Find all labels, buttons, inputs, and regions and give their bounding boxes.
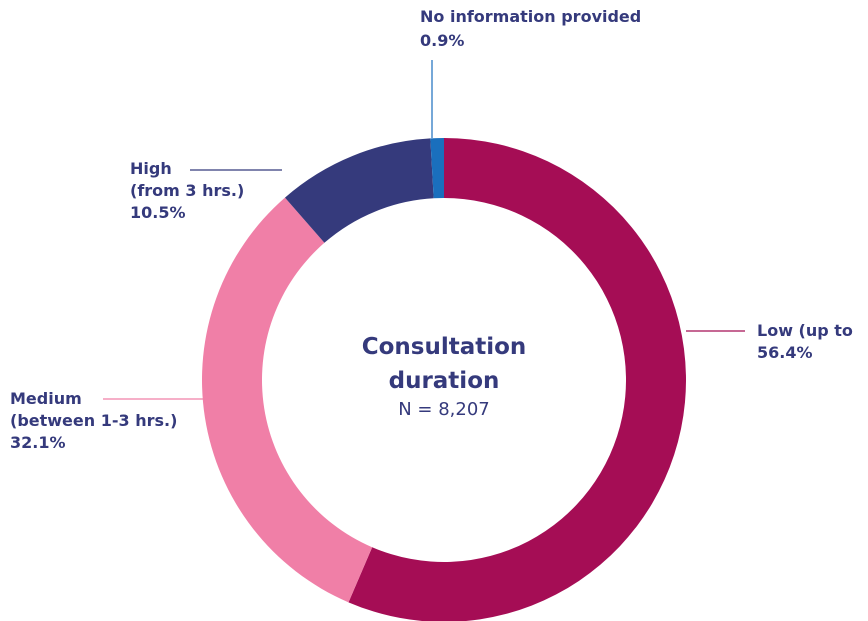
segment-label: High (from 3 hrs.) (130, 159, 245, 200)
segment-label: Medium (between 1-3 hrs.) (10, 389, 178, 430)
chart-subtitle: N = 8,207 (398, 399, 490, 420)
donut-segment (348, 138, 686, 621)
donut-segment (284, 138, 434, 243)
donut-segment (202, 197, 373, 603)
donut-segment (430, 138, 444, 199)
segment-value-label: 32.1% (10, 433, 66, 452)
segment-value-label: 56.4% (757, 343, 813, 362)
segment-value-label: 0.9% (420, 31, 465, 50)
chart-title: Consultation duration (361, 334, 527, 394)
segment-label: No information provided (420, 7, 642, 26)
segment-value-label: 10.5% (130, 203, 186, 222)
segment-label: Low (up to (757, 321, 853, 340)
